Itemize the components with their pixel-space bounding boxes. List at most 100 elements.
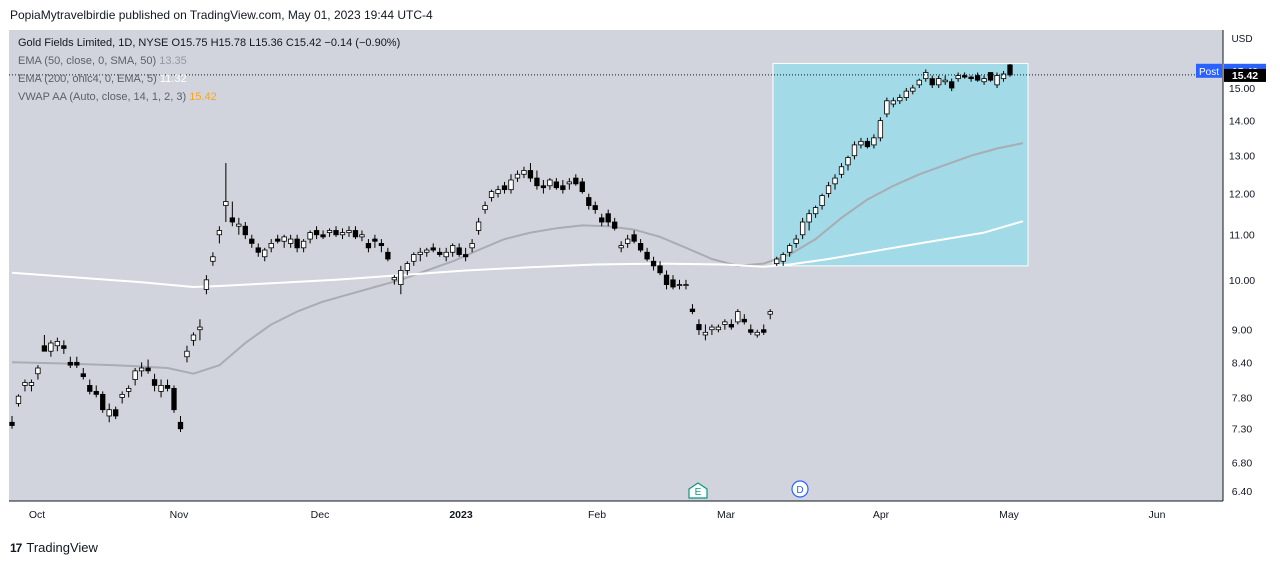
currency-label: USD xyxy=(1231,34,1252,45)
candle-body xyxy=(741,318,747,323)
legend-main[interactable]: Gold Fields Limited, 1D, NYSE O15.75 H15… xyxy=(18,34,400,52)
candle xyxy=(391,275,398,285)
candle-body xyxy=(313,230,320,236)
candle xyxy=(650,256,657,271)
candle-body xyxy=(903,90,909,98)
close-value: C15.42 xyxy=(285,37,322,49)
candle-body xyxy=(812,207,819,215)
candle xyxy=(858,137,864,149)
legend-ema50[interactable]: EMA (50, close, 0, SMA, 50) 13.35 xyxy=(18,52,400,70)
candle-body xyxy=(968,76,974,80)
candle xyxy=(9,415,15,429)
candle xyxy=(346,226,352,237)
candle xyxy=(450,243,456,257)
candle xyxy=(119,391,125,404)
candle xyxy=(378,239,385,253)
candle-body xyxy=(696,324,702,331)
candle xyxy=(138,362,145,377)
candle xyxy=(430,243,436,253)
candle xyxy=(916,78,922,88)
dividend-label: D xyxy=(796,485,803,496)
candle-body xyxy=(158,385,164,392)
change-value: −0.14 (−0.90%) xyxy=(324,37,401,49)
candle-body xyxy=(216,230,223,236)
candle xyxy=(171,385,177,413)
candle xyxy=(475,217,482,235)
candle xyxy=(987,72,994,82)
last-price-badge xyxy=(1224,68,1266,82)
candle xyxy=(164,379,171,392)
candle xyxy=(560,179,566,194)
candle xyxy=(553,178,560,190)
candle-body xyxy=(184,350,190,358)
candle-body xyxy=(1000,73,1007,80)
candle-body xyxy=(884,100,890,115)
candle xyxy=(501,181,508,194)
candle xyxy=(184,345,190,363)
candle xyxy=(437,247,443,257)
candle-body xyxy=(618,245,624,249)
x-tick-label: Apr xyxy=(873,509,890,521)
candle xyxy=(242,222,248,240)
ema200-value: 11.32 xyxy=(159,73,187,85)
candle-body xyxy=(320,234,326,238)
candle xyxy=(294,234,300,253)
candle xyxy=(748,324,754,335)
chart-pane[interactable]: USD 15.00 14.00 13.00 12.00 11.00 10.00 9.00 8.4… xyxy=(9,30,1270,529)
candle-body xyxy=(288,238,294,244)
candle-body xyxy=(670,279,676,288)
y-tick-label: 15.00 xyxy=(1229,83,1255,95)
y-tick-label: 7.80 xyxy=(1232,392,1253,404)
tradingview-logo-icon: 17 xyxy=(10,540,22,555)
candle-body xyxy=(929,78,935,86)
candle-body xyxy=(592,205,598,211)
candle-body xyxy=(15,395,22,404)
candle-body xyxy=(858,140,864,146)
chart-svg[interactable]: USD 15.00 14.00 13.00 12.00 11.00 10.00 9.00 8.4… xyxy=(9,30,1270,529)
candle-body xyxy=(553,181,560,189)
post-label: Post xyxy=(1199,67,1219,78)
candle-body xyxy=(573,177,579,185)
candle xyxy=(236,217,242,235)
candle-body xyxy=(689,308,696,313)
candle xyxy=(411,252,417,266)
candle-body xyxy=(942,79,948,83)
candle-body xyxy=(359,234,365,238)
candle xyxy=(300,239,307,253)
ema50-label: EMA (50, close, 0, SMA, 50) xyxy=(18,55,157,67)
candle xyxy=(806,209,812,231)
candle-body xyxy=(307,232,313,240)
candle-body xyxy=(229,217,235,223)
x-tick-label: Feb xyxy=(588,509,606,521)
candle xyxy=(275,234,281,244)
candle-body xyxy=(132,370,138,380)
candle xyxy=(793,234,799,248)
candle-body xyxy=(877,120,884,139)
candle-body xyxy=(748,329,754,333)
candle xyxy=(832,174,838,190)
candle xyxy=(145,359,151,374)
candle-body xyxy=(352,230,359,238)
candle-body xyxy=(87,385,93,392)
candle-body xyxy=(961,75,968,78)
candle xyxy=(223,163,229,223)
candle-body xyxy=(443,251,449,258)
candle xyxy=(890,97,897,108)
legend-vwap[interactable]: VWAP AA (Auto, close, 14, 1, 2, 3) 15.42 xyxy=(18,88,400,106)
candle xyxy=(903,88,909,101)
candle xyxy=(482,201,488,214)
candle-body xyxy=(177,421,184,430)
brand-footer[interactable]: 17 TradingView xyxy=(10,540,98,555)
candle-body xyxy=(437,251,443,255)
candle-body xyxy=(754,331,760,336)
y-tick-label: 7.30 xyxy=(1232,424,1253,436)
candle-body xyxy=(793,238,799,244)
legend-ema200[interactable]: EMA (200, ohlc4, 0, EMA, 5) 11.32 xyxy=(18,70,400,88)
candle xyxy=(514,170,521,182)
candle xyxy=(48,340,54,357)
y-tick-label: 12.00 xyxy=(1229,189,1255,201)
candle xyxy=(974,72,981,82)
candle-body xyxy=(890,100,897,105)
candle-body xyxy=(346,230,352,234)
candle-body xyxy=(210,256,216,262)
